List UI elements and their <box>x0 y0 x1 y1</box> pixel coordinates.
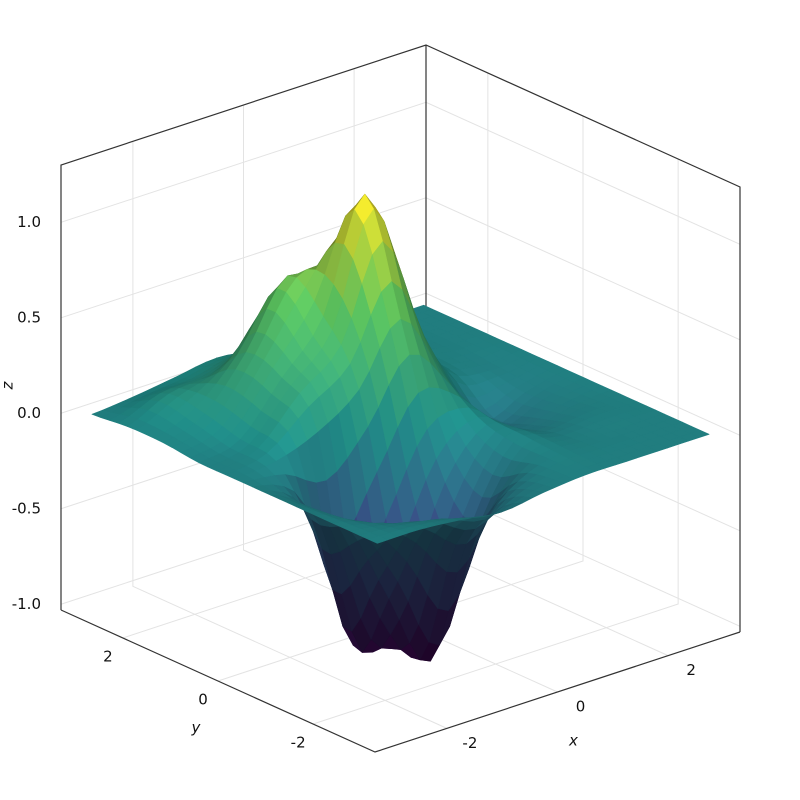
y-grid-line <box>312 159 679 725</box>
y-tick-label: 2 <box>103 647 113 665</box>
axis-line <box>60 609 741 753</box>
x-tick-label: 2 <box>686 661 696 679</box>
z-tick-label: -1.0 <box>12 595 41 613</box>
x-grid-line <box>132 141 448 729</box>
y-tick-label: -2 <box>291 734 306 752</box>
z-tick-label: -0.5 <box>12 499 41 517</box>
y-axis-label: y <box>191 719 202 737</box>
labels: -1.0 -0.5 0.0 0.5 1.0 -2 0 2 -2 0 2 y x z <box>0 213 696 752</box>
y-grid-line <box>217 116 584 682</box>
z-grid-line <box>60 101 741 245</box>
y-tick-label: 0 <box>198 691 208 709</box>
x-axis-label: x <box>568 732 578 750</box>
x-tick-label: -2 <box>462 734 477 752</box>
surface <box>91 193 710 662</box>
x-grid-line <box>243 105 558 693</box>
x-tick-label: 0 <box>576 698 586 716</box>
z-tick-label: 0.0 <box>17 404 41 422</box>
z-tick-label: 0.5 <box>17 308 41 326</box>
z-axis-label: z <box>0 380 17 390</box>
z-tick-label: 1.0 <box>17 213 41 231</box>
surface-face <box>368 535 388 544</box>
